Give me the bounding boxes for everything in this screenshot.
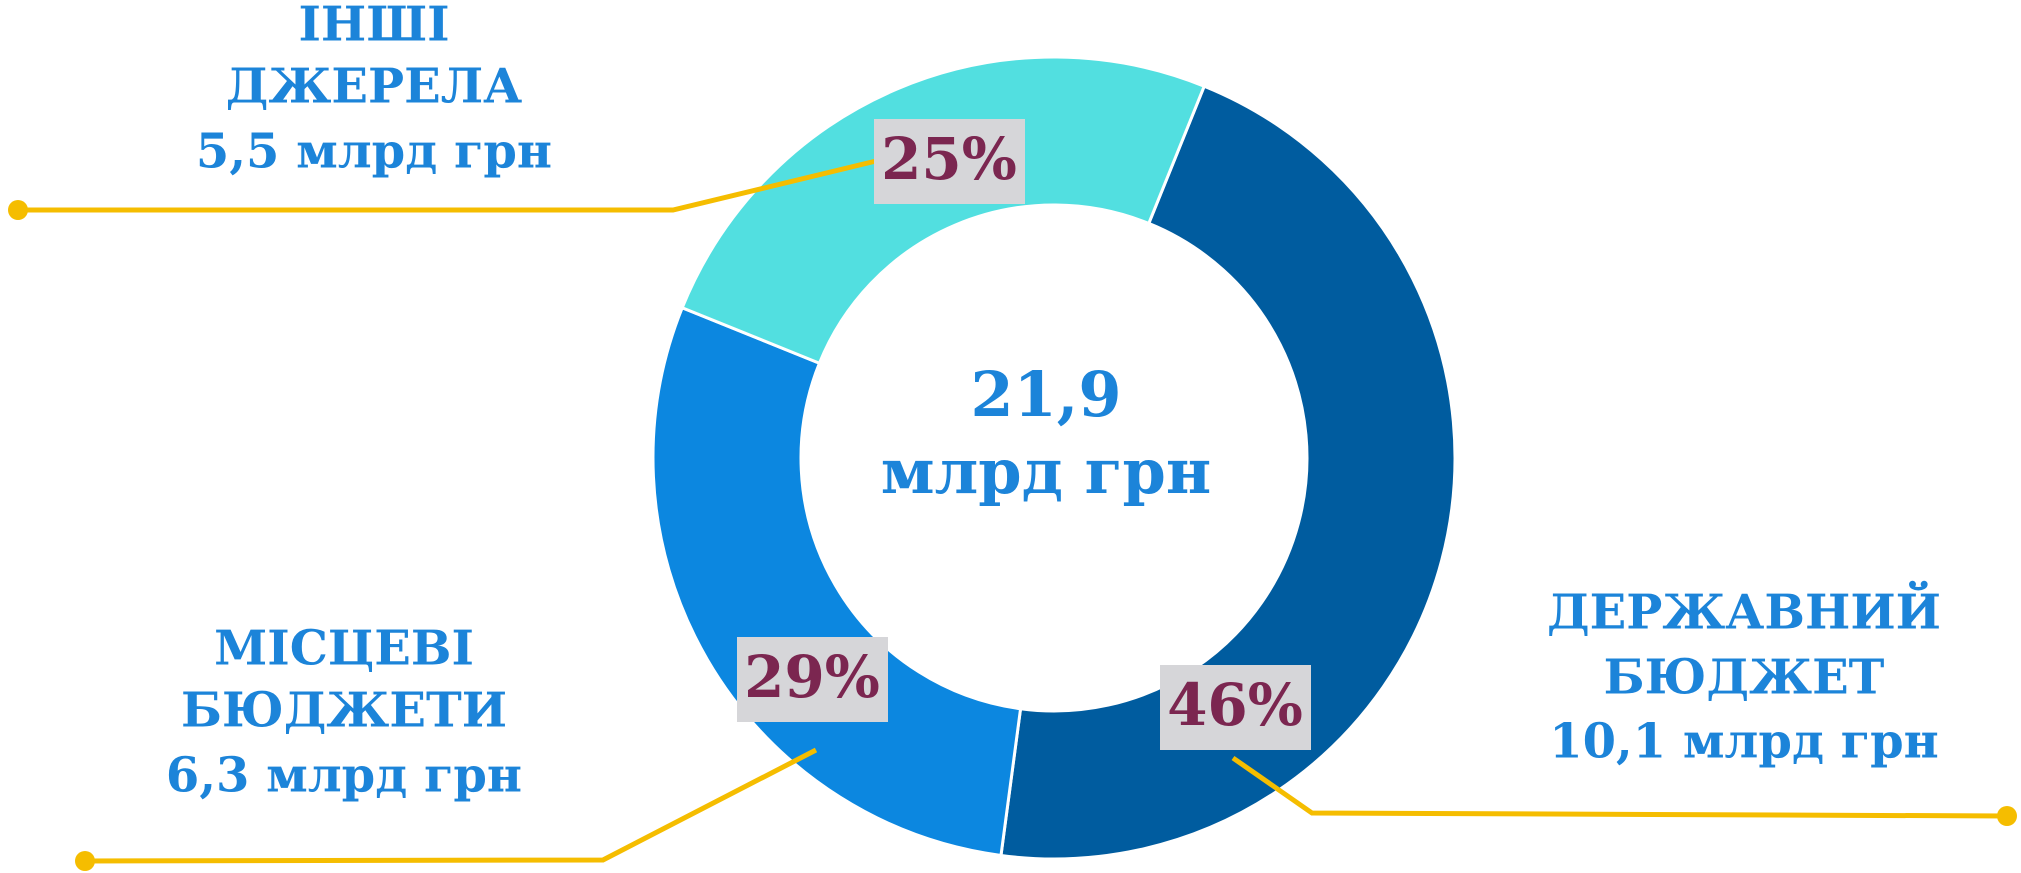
amount-label: 6,3 млрд грн (166, 748, 522, 804)
leader-dot (75, 851, 95, 871)
category-label: ІНШІ (298, 0, 449, 53)
value-label: 25% (881, 125, 1017, 193)
category-label: МІСЦЕВІ (214, 621, 474, 677)
donut-slice (999, 84, 1457, 861)
category-label: ДЖЕРЕЛА (226, 59, 522, 115)
category-label: БЮДЖЕТИ (181, 683, 507, 739)
donut-slice (680, 55, 1207, 366)
center-label: млрд грн (881, 435, 1212, 508)
leader-dot (1997, 806, 2017, 826)
value-label-box (874, 119, 1025, 204)
value-label: 29% (744, 643, 880, 711)
donut-slice (651, 305, 1023, 858)
center-label: 21,9 (970, 358, 1121, 431)
category-label: БЮДЖЕТ (1604, 650, 1885, 706)
category-label: ДЕРЖАВНИЙ (1547, 580, 1941, 641)
leader-dot (8, 200, 28, 220)
amount-label: 5,5 млрд грн (196, 124, 552, 180)
leader-line (1231, 755, 2008, 819)
value-label-box (1160, 665, 1311, 750)
value-label: 46% (1167, 671, 1303, 739)
value-label-box (737, 637, 888, 722)
leader-line (18, 158, 877, 213)
leader-line (84, 747, 818, 864)
amount-label: 10,1 млрд грн (1549, 714, 1939, 770)
